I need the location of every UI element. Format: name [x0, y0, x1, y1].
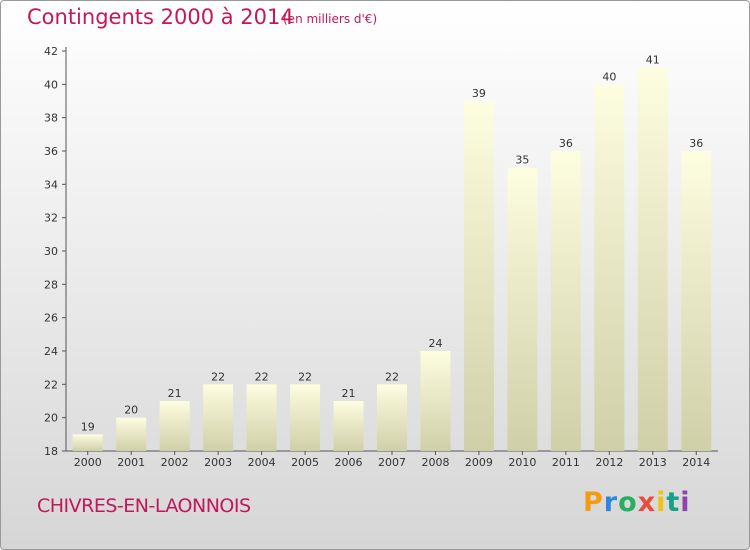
- logo-letter: i: [656, 487, 667, 518]
- y-tick-label: 18: [44, 445, 58, 458]
- bar-2014[interactable]: [681, 151, 712, 451]
- x-tick-label: 2008: [421, 456, 449, 469]
- bar-2010[interactable]: [507, 167, 538, 451]
- bar-2009[interactable]: [463, 101, 494, 451]
- bar-2004[interactable]: [246, 384, 277, 451]
- x-tick-label: 2010: [508, 456, 536, 469]
- bar-2013[interactable]: [637, 67, 668, 452]
- logo-letter: x: [637, 487, 657, 518]
- data-label: 40: [602, 70, 616, 83]
- x-tick-label: 2002: [161, 456, 189, 469]
- logo-letter: t: [666, 487, 681, 518]
- data-label: 20: [124, 404, 138, 417]
- y-tick-label: 42: [44, 45, 58, 58]
- bar-2005[interactable]: [290, 384, 321, 451]
- data-label: 19: [81, 420, 95, 433]
- data-label: 35: [515, 154, 529, 167]
- bar-2007[interactable]: [377, 384, 407, 451]
- logo-letter: i: [680, 487, 691, 518]
- y-tick-label: 30: [44, 245, 58, 258]
- y-tick-label: 34: [44, 178, 58, 191]
- logo-letter: r: [603, 487, 619, 518]
- x-tick-label: 2013: [639, 456, 667, 469]
- y-tick-label: 26: [44, 312, 58, 325]
- x-tick-label: 2009: [465, 456, 493, 469]
- bar-2002[interactable]: [159, 401, 190, 451]
- x-tick-label: 2011: [552, 456, 580, 469]
- data-label: 21: [168, 387, 182, 400]
- data-label: 22: [255, 370, 269, 383]
- town-name: CHIVRES-EN-LAONNOIS: [37, 495, 251, 517]
- data-label: 36: [559, 137, 573, 150]
- x-tick-label: 2007: [378, 456, 406, 469]
- y-tick-label: 22: [44, 378, 58, 391]
- logo-letter: o: [618, 487, 638, 518]
- y-tick-label: 24: [44, 345, 58, 358]
- x-tick-label: 2014: [682, 456, 710, 469]
- x-tick-label: 2012: [595, 456, 623, 469]
- x-tick-label: 2004: [248, 456, 276, 469]
- data-label: 22: [298, 370, 312, 383]
- data-label: 24: [428, 337, 442, 350]
- bar-2011[interactable]: [550, 151, 581, 451]
- bar-2003[interactable]: [203, 384, 234, 451]
- x-tick-label: 2006: [335, 456, 363, 469]
- bar-2012[interactable]: [594, 84, 625, 451]
- bar-2006[interactable]: [333, 401, 364, 451]
- x-tick-label: 2001: [117, 456, 145, 469]
- y-tick-label: 38: [44, 112, 58, 125]
- y-tick-label: 28: [44, 278, 58, 291]
- y-tick-label: 32: [44, 212, 58, 225]
- bar-2000[interactable]: [72, 434, 103, 451]
- data-label: 41: [646, 54, 660, 67]
- logo-letter: P: [583, 487, 604, 518]
- data-label: 22: [211, 370, 225, 383]
- proxiti-logo[interactable]: Proxiti: [583, 487, 691, 518]
- x-tick-label: 2003: [204, 456, 232, 469]
- data-label: 21: [342, 387, 356, 400]
- y-tick-label: 20: [44, 412, 58, 425]
- data-label: 22: [385, 370, 399, 383]
- bar-2008[interactable]: [420, 351, 451, 451]
- y-tick-label: 36: [44, 145, 58, 158]
- data-label: 36: [689, 137, 703, 150]
- chart-unit: (en milliers d'€): [283, 12, 378, 26]
- data-label: 39: [472, 87, 486, 100]
- y-tick-label: 40: [44, 78, 58, 91]
- chart-title: Contingents 2000 à 2014: [27, 5, 294, 29]
- bar-2001[interactable]: [116, 417, 147, 451]
- x-tick-label: 2000: [74, 456, 102, 469]
- x-tick-label: 2005: [291, 456, 319, 469]
